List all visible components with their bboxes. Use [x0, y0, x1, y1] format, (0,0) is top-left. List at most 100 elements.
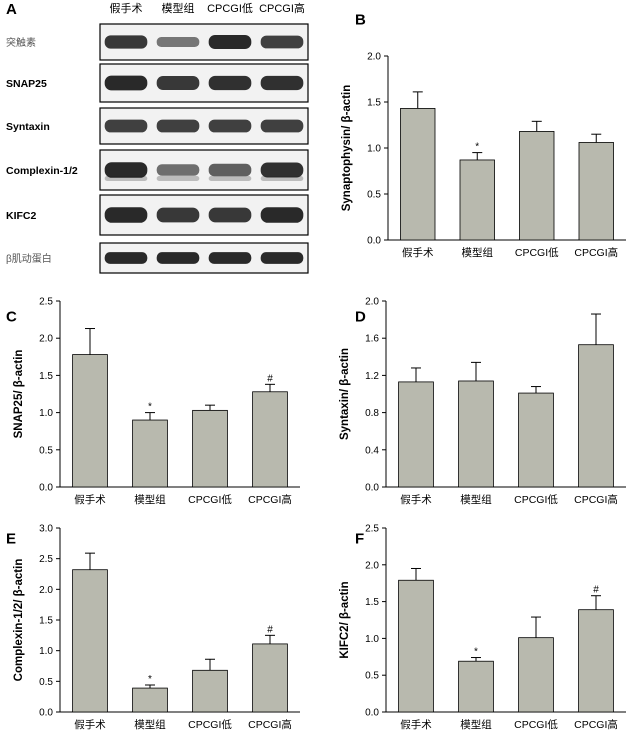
blot-band	[104, 35, 148, 49]
x-tick-label: CPCGI高	[248, 493, 292, 506]
y-tick-label: 2.0	[365, 560, 379, 571]
blot-row-label: SNAP25	[6, 78, 47, 90]
blot-band	[104, 207, 148, 223]
y-axis-label: Syntaxin/ β-actin	[339, 348, 351, 440]
x-tick-label: 假手术	[74, 718, 106, 730]
y-tick-label: 0.5	[365, 671, 379, 682]
panel-letter-a: A	[6, 1, 17, 18]
y-tick-label: 2.5	[365, 524, 379, 535]
x-tick-label: 假手术	[400, 493, 432, 506]
blot-band	[156, 252, 200, 264]
bar	[578, 142, 614, 241]
blot-band	[260, 162, 304, 178]
chart-f: F 0.0 0.5 1.0 1.5 2.0 2.5 KIFC2/ β-actin 假手术 * 模型组…	[339, 524, 626, 730]
significance-mark: *	[148, 674, 152, 685]
panel-letter: B	[355, 11, 366, 28]
blot-band	[104, 75, 148, 91]
blot-band-lower	[208, 176, 252, 181]
significance-mark: *	[474, 647, 478, 658]
bar	[458, 380, 494, 488]
blot-band	[156, 36, 200, 48]
bar	[192, 409, 228, 488]
bar	[459, 159, 495, 241]
y-tick-label: 2.5	[39, 297, 53, 308]
y-axis-label: Complexin-1/2/ β-actin	[13, 559, 25, 682]
y-tick-label: 1.5	[365, 597, 379, 608]
blot-band	[104, 119, 148, 133]
blot-band	[260, 252, 304, 264]
chart-c: C 0.0 0.5 1.0 1.5 2.0 2.5 SNAP25/ β-actin 假手术 * 模型…	[6, 297, 300, 506]
significance-mark: #	[267, 624, 273, 635]
x-tick-label: 模型组	[460, 493, 492, 506]
blot-band	[208, 34, 252, 50]
blot-row-label: Syntaxin	[6, 121, 50, 133]
bar	[72, 354, 108, 488]
blot-band	[260, 119, 304, 133]
x-tick-label: CPCGI低	[188, 493, 232, 506]
y-tick-label: 1.2	[365, 371, 379, 382]
y-tick-label: 1.0	[367, 144, 381, 155]
bar	[132, 419, 168, 488]
bar	[519, 131, 555, 241]
y-tick-label: 0.0	[39, 708, 53, 719]
y-tick-label: 1.0	[365, 634, 379, 645]
x-tick-label: CPCGI高	[574, 718, 618, 730]
y-tick-label: 2.0	[39, 334, 53, 345]
y-tick-label: 0.5	[367, 190, 381, 201]
y-tick-label: 1.6	[365, 334, 379, 345]
bar	[252, 643, 288, 713]
blot-row-label: KIFC2	[6, 210, 36, 222]
x-tick-label: 模型组	[460, 718, 492, 730]
x-tick-label: CPCGI低	[188, 718, 232, 730]
y-tick-label: 0.4	[365, 445, 379, 456]
y-tick-label: 0.0	[367, 236, 381, 247]
y-tick-label: 1.5	[367, 98, 381, 109]
significance-mark: *	[148, 402, 152, 413]
chart-d: D 0.0 0.4 0.8 1.2 1.6 2.0 Syntaxin/ β-actin 假手术 模…	[339, 297, 626, 506]
y-axis-label: SNAP25/ β-actin	[13, 350, 25, 439]
bar	[398, 381, 434, 488]
y-tick-label: 0.0	[365, 483, 379, 494]
bar	[578, 344, 614, 488]
blot-band	[260, 207, 304, 223]
x-tick-label: CPCGI低	[514, 718, 558, 730]
panel-letter: E	[6, 530, 16, 547]
blot-band	[208, 119, 252, 133]
bar	[578, 609, 614, 713]
chart-e: E 0.0 0.5 1.0 1.5 2.0 2.5 3.0 Complexin-1/2/ β-a…	[6, 524, 300, 730]
y-tick-label: 2.0	[367, 52, 381, 63]
y-tick-label: 2.0	[39, 585, 53, 596]
y-tick-label: 0.8	[365, 408, 379, 419]
blot-band	[104, 252, 148, 264]
y-axis-label: KIFC2/ β-actin	[339, 581, 351, 658]
blot-band	[156, 207, 200, 223]
significance-mark: *	[475, 142, 479, 153]
blot-column-label: 假手术	[110, 1, 143, 15]
panel-letter: C	[6, 308, 17, 325]
y-tick-label: 2.0	[365, 297, 379, 308]
blot-row-label: 突触素	[6, 36, 36, 49]
y-tick-label: 1.0	[39, 646, 53, 657]
x-tick-label: 假手术	[400, 718, 432, 730]
x-tick-label: 模型组	[134, 718, 166, 730]
panel-letter: D	[355, 308, 366, 325]
x-tick-label: 假手术	[402, 246, 434, 259]
bar	[518, 637, 554, 713]
chart-b: B 0.0 0.5 1.0 1.5 2.0 Synaptophysin/ β-actin 假手…	[341, 11, 626, 259]
x-tick-label: CPCGI高	[574, 493, 618, 506]
blot-band-lower	[260, 176, 304, 181]
blot-band	[104, 162, 148, 178]
y-tick-label: 2.5	[39, 554, 53, 565]
bar	[518, 392, 554, 488]
blot-band	[208, 252, 252, 264]
y-tick-label: 0.0	[365, 708, 379, 719]
blot-column-label: CPCGI高	[259, 1, 305, 15]
significance-mark: #	[267, 373, 273, 384]
y-tick-label: 0.5	[39, 445, 53, 456]
bar	[398, 579, 434, 713]
y-tick-label: 1.0	[39, 408, 53, 419]
blot-row-label: Complexin-1/2	[6, 165, 78, 177]
x-tick-label: CPCGI高	[574, 246, 618, 259]
